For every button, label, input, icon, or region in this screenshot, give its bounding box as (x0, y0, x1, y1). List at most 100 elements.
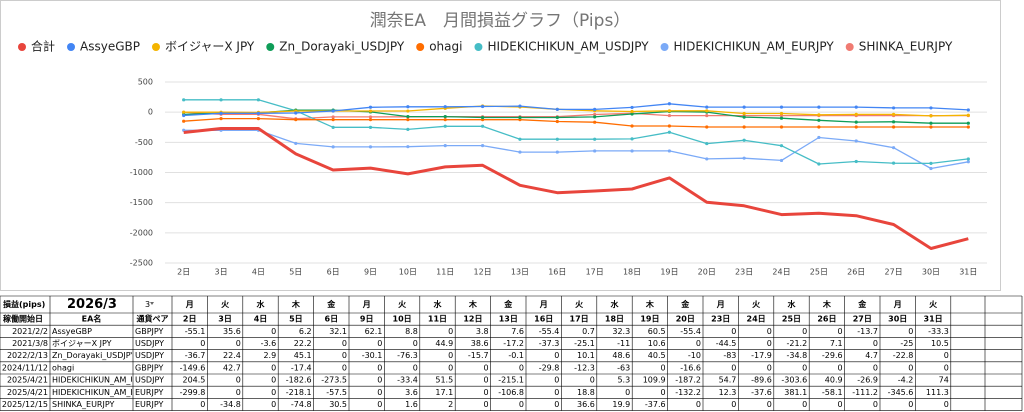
cell-value: 0.7 (582, 327, 595, 336)
point (480, 115, 485, 120)
day-header: 27日 (853, 315, 872, 324)
point (854, 159, 858, 164)
point (443, 124, 447, 128)
cell-value: -21.2 (786, 339, 807, 348)
point (817, 105, 821, 109)
point (817, 162, 821, 166)
point (555, 119, 559, 124)
column-header: EA名 (82, 314, 102, 324)
ea-name: AssyeGBP (52, 327, 92, 336)
x-tick-label: 30日 (922, 268, 940, 277)
cell-value: -44.5 (716, 339, 737, 348)
weekday: 火 (929, 300, 938, 309)
x-tick-label: 4日 (252, 268, 265, 277)
point (854, 112, 858, 116)
point (966, 157, 970, 161)
cell-value: 0 (236, 388, 241, 397)
cell-value: 42.7 (223, 363, 241, 372)
point (593, 107, 597, 111)
cell-value: -26.9 (857, 376, 878, 385)
x-tick-label: 11日 (436, 268, 454, 277)
month-select[interactable]: 3 (145, 300, 150, 309)
legend-marker (660, 43, 669, 51)
point (480, 124, 485, 128)
point (256, 111, 261, 115)
cell-value: 204.5 (182, 376, 205, 385)
point (630, 149, 634, 153)
point (593, 149, 597, 153)
start-date: 2025/4/21 (7, 388, 48, 397)
cell-value: 45.1 (294, 351, 312, 360)
cell-value: 0 (484, 400, 489, 409)
chart-frame (0, 0, 1001, 291)
start-date: 2021/2/2 (12, 327, 48, 336)
cell-value: -16.6 (680, 363, 701, 372)
start-date: 2024/11/12 (2, 363, 48, 372)
cell-value: 0 (802, 363, 807, 372)
point (555, 115, 559, 120)
weekday: 月 (893, 300, 902, 309)
y-tick-label: 0 (148, 108, 153, 117)
cell-value: 0 (271, 388, 276, 397)
cell-value: 0 (838, 363, 843, 372)
cell-value: 0 (838, 400, 843, 409)
point (480, 104, 485, 109)
cell-value: 0 (271, 376, 276, 385)
weekday: 金 (326, 299, 336, 309)
currency-pair: EURJPY (135, 400, 163, 409)
cell-value: -182.6 (286, 376, 312, 385)
cell-value: 0 (944, 363, 949, 372)
weekday: 水 (256, 299, 266, 309)
point (854, 120, 858, 124)
currency-pair: USDJPY (135, 339, 164, 348)
cell-value: -33.4 (397, 376, 418, 385)
x-tick-label: 6日 (327, 268, 340, 277)
cell-value: 0 (908, 363, 913, 372)
y-tick-label: -2000 (130, 228, 153, 237)
point (705, 141, 709, 146)
day-header: 19日 (640, 315, 659, 324)
point (630, 137, 634, 141)
cell-value: 22.4 (223, 351, 241, 360)
point (518, 104, 522, 108)
point (443, 105, 447, 109)
point (705, 109, 709, 113)
cell-value: -25.1 (574, 339, 595, 348)
cell-value: -17.4 (291, 363, 312, 372)
cell-value: 0 (696, 339, 701, 348)
cell-value: 0 (696, 400, 701, 409)
cell-value: -17.2 (503, 339, 524, 348)
weekday: 月 (716, 300, 725, 309)
cell-value: 0 (519, 363, 524, 372)
point (742, 125, 746, 129)
cell-value: 4.7 (865, 351, 878, 360)
cell-value: -3.6 (261, 339, 277, 348)
cell-value: -74.8 (291, 400, 312, 409)
cell-value: 0 (873, 363, 878, 372)
cell-value: -76.3 (397, 351, 418, 360)
weekday: 金 (680, 299, 690, 309)
cell-value: 35.6 (223, 327, 241, 336)
point (555, 137, 559, 141)
cell-value: 0 (519, 400, 524, 409)
weekday: 木 (468, 299, 478, 309)
point (929, 125, 933, 129)
cell-value: 0 (908, 400, 913, 409)
table-label: 損益(pips) (3, 299, 45, 309)
weekday: 月 (362, 300, 371, 309)
series-line (183, 129, 969, 170)
weekday: 金 (857, 299, 867, 309)
weekday: 水 (610, 299, 620, 309)
point (294, 141, 298, 146)
cell-value: 0 (377, 400, 382, 409)
point (518, 150, 522, 154)
point (891, 125, 896, 129)
cell-value: 0 (838, 327, 843, 336)
cell-value: 0 (342, 363, 347, 372)
cell-value: 0 (413, 363, 418, 372)
cell-value: 51.5 (435, 376, 453, 385)
point (294, 111, 298, 115)
legend-label: Zn_Dorayaki_USDJPY (279, 40, 405, 54)
day-header: 25日 (782, 315, 801, 324)
